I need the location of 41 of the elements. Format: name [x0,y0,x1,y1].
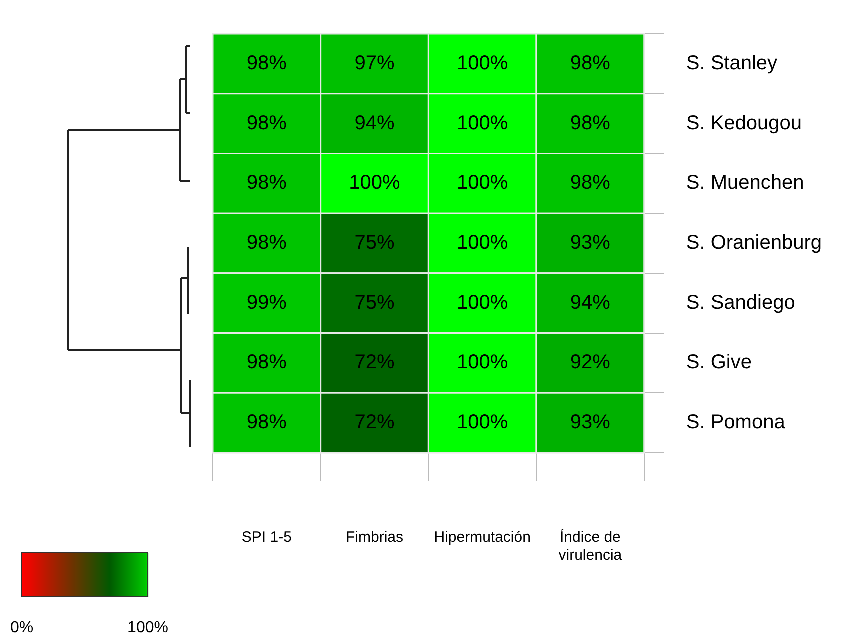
data-label: 98% [246,52,288,74]
y-tick-label: S. Kedougou [686,112,802,134]
data-label: 98% [246,412,288,434]
data-label: 97% [354,52,395,74]
data-label: 75% [354,232,395,254]
data-label: 99% [246,292,288,314]
data-label: 93% [570,232,611,254]
data-label: 93% [570,412,611,434]
data-label: 94% [354,112,395,134]
data-label: 92% [570,352,611,374]
data-label: 100% [457,112,508,134]
data-label: 98% [570,172,611,194]
data-label: 72% [354,352,395,374]
data-label: 100% [457,52,508,74]
y-tick-label: S. Stanley [686,52,778,74]
x-tick-label: Fimbrias [346,529,404,546]
data-label: 100% [349,172,401,194]
data-label: 100% [457,412,508,434]
data-label: 75% [354,292,395,314]
y-tick-label: S. Pomona [686,412,786,434]
data-label: 100% [457,292,508,314]
y-tick-label: S. Sandiego [686,292,796,314]
data-label: 98% [246,112,288,134]
data-label: 100% [457,352,508,374]
x-tick-label: Índice de virulencia [558,528,623,564]
data-label: 100% [457,232,508,254]
data-label: 98% [570,52,611,74]
data-label: 98% [246,172,288,194]
data-label: 98% [246,232,288,254]
data-label: 98% [246,352,288,374]
data-label: 72% [354,412,395,434]
x-tick-label: Hipermutación [434,529,531,546]
x-tick-label: SPI 1-5 [242,529,292,546]
color-bar-label: 100% [128,619,168,636]
y-tick-label: S. Give [686,352,752,374]
data-label: 100% [457,172,508,194]
y-tick-label: S. Muenchen [686,172,804,194]
data-label: 94% [570,292,611,314]
y-tick-label: S. Oranienburg [686,232,822,254]
data-label: 98% [570,112,611,134]
color-bar-label: 0% [10,619,34,636]
